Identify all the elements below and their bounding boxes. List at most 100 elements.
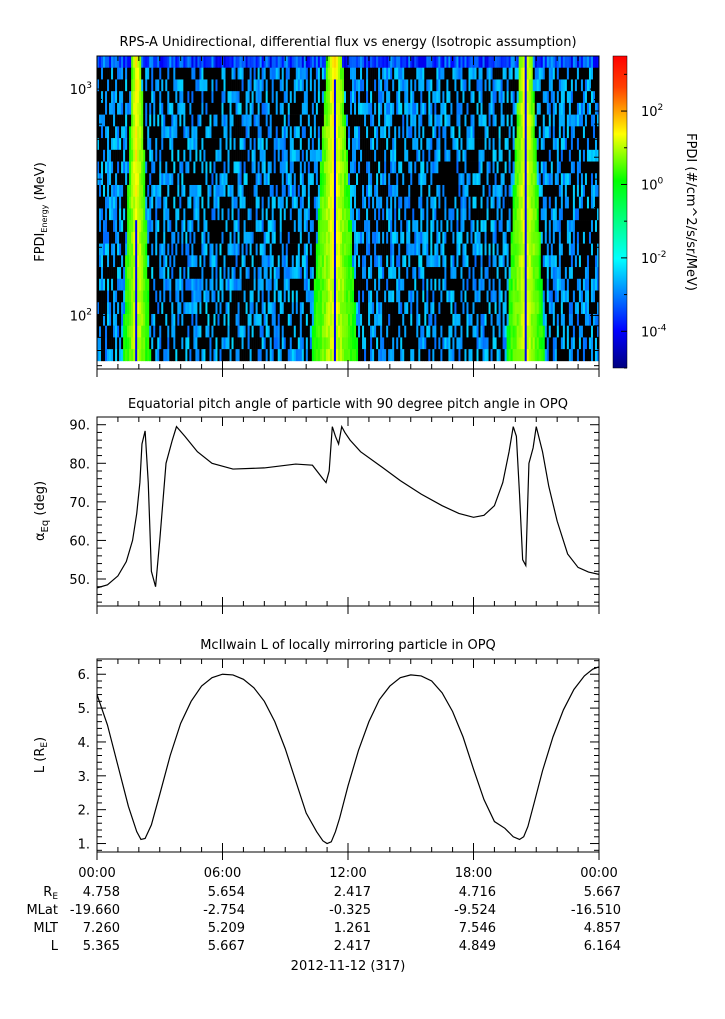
heatmap-cell <box>406 208 409 221</box>
heatmap-cell <box>323 196 327 209</box>
heatmap-cell <box>273 231 277 244</box>
heatmap-cell <box>544 79 548 92</box>
heatmap-cell <box>490 220 493 233</box>
heatmap-cell <box>321 196 325 209</box>
heatmap-cell <box>358 173 361 186</box>
heatmap-cell <box>279 255 283 268</box>
heatmap-cell <box>185 91 188 104</box>
heatmap-cell <box>283 102 287 115</box>
heatmap-cell <box>259 278 262 291</box>
heatmap-cell <box>337 138 341 151</box>
heatmap-cell <box>492 267 495 280</box>
heatmap-cell <box>574 220 578 233</box>
heatmap-cell <box>378 173 381 186</box>
heatmap-cell <box>518 184 521 198</box>
heatmap-cell <box>297 161 301 174</box>
heatmap-cell <box>191 173 194 186</box>
heatmap-cell <box>576 278 580 291</box>
heatmap-cell <box>384 196 387 209</box>
heatmap-cell <box>337 161 341 174</box>
heatmap-cell <box>323 138 327 151</box>
heatmap-cell <box>187 173 190 186</box>
heatmap-cell <box>123 56 126 69</box>
heatmap-cell <box>396 161 399 174</box>
heatmap-cell <box>472 255 475 268</box>
heatmap-cell <box>508 243 511 256</box>
heatmap-cell <box>404 56 407 69</box>
heatmap-cell <box>464 126 467 139</box>
heatmap-cell <box>444 67 447 80</box>
heatmap-cell <box>528 184 532 198</box>
heatmap-cell <box>171 267 174 280</box>
heatmap-cell <box>552 208 556 221</box>
heatmap-cell <box>281 138 285 151</box>
heatmap-cell <box>165 173 168 186</box>
heatmap-cell <box>133 243 136 256</box>
heatmap-cell <box>412 126 415 139</box>
heatmap-cell <box>313 255 317 268</box>
heatmap-cell <box>219 243 222 256</box>
heatmap-cell <box>456 91 459 104</box>
heatmap-cell <box>291 56 295 69</box>
heatmap-cell <box>313 149 317 162</box>
heatmap-cell <box>462 91 465 104</box>
heatmap-cell <box>141 161 144 174</box>
heatmap-cell <box>341 267 345 280</box>
heatmap-cell <box>486 255 489 268</box>
heatmap-cell <box>205 79 208 92</box>
heatmap-cell <box>408 126 411 139</box>
heatmap-cell <box>169 196 172 209</box>
heatmap-cell <box>576 196 580 209</box>
heatmap-cell <box>285 91 289 104</box>
heatmap-cell <box>526 91 530 104</box>
heatmap-cell <box>233 67 236 80</box>
heatmap-cell <box>524 79 528 92</box>
heatmap-cell <box>109 102 112 115</box>
heatmap-cell <box>454 149 457 162</box>
heatmap-cell <box>109 267 112 280</box>
heatmap-cell <box>504 56 507 69</box>
heatmap-cell <box>442 102 445 115</box>
heatmap-cell <box>261 149 264 162</box>
heatmap-cell <box>488 114 491 127</box>
heatmap-cell <box>522 267 526 280</box>
heatmap-cell <box>211 149 214 162</box>
heatmap-cell <box>125 67 128 80</box>
heatmap-cell <box>255 114 258 127</box>
heatmap-cell <box>484 231 487 244</box>
heatmap-cell <box>129 267 132 280</box>
heatmap-cell <box>313 196 317 209</box>
heatmap-cell <box>155 255 158 268</box>
heatmap-cell <box>526 220 530 233</box>
heatmap-cell <box>279 231 283 244</box>
heatmap-cell <box>269 91 272 104</box>
heatmap-cell <box>596 56 600 69</box>
heatmap-cell <box>123 184 126 198</box>
heatmap-cell <box>406 196 409 209</box>
heatmap-cell <box>588 56 592 69</box>
heatmap-cell <box>458 208 461 221</box>
heatmap-cell <box>297 231 301 244</box>
heatmap-cell <box>295 161 299 174</box>
heatmap-cell <box>281 56 285 69</box>
heatmap-cell <box>400 161 403 174</box>
heatmap-cell <box>428 267 431 280</box>
heatmap-cell <box>452 56 455 69</box>
heatmap-cell <box>191 56 194 69</box>
heatmap-cell <box>478 56 481 69</box>
heatmap-cell <box>191 79 194 92</box>
heatmap-cell <box>400 102 403 115</box>
heatmap-cell <box>329 102 333 115</box>
heatmap-cell <box>321 79 325 92</box>
heatmap-cell <box>205 56 208 69</box>
heatmap-cell <box>283 196 287 209</box>
heatmap-cell <box>530 102 534 115</box>
heatmap-cell <box>171 231 174 244</box>
heatmap-cell <box>245 56 248 69</box>
heatmap-cell <box>341 173 345 186</box>
heatmap-cell <box>107 220 110 233</box>
heatmap-cell <box>289 102 293 115</box>
heatmap-cell <box>462 79 465 92</box>
heatmap-cell <box>572 67 576 80</box>
heatmap-cell <box>235 267 238 280</box>
